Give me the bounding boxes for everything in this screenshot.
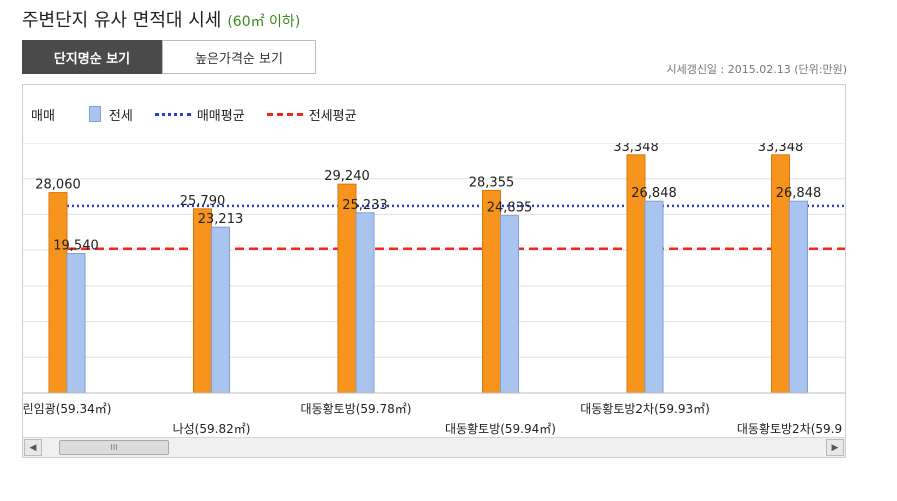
sale-value-label: 28,355	[469, 175, 515, 190]
category-label: 나성(59.82㎡)	[173, 422, 251, 436]
sale-value-label: 33,348	[613, 143, 659, 155]
category-label: 대동황토방2차(59.9	[737, 422, 842, 436]
scrollbar-thumb[interactable]: III	[59, 440, 169, 455]
scroll-left-icon[interactable]: ◀	[24, 439, 42, 456]
tab-sort-by-price[interactable]: 높은가격순 보기	[162, 40, 316, 74]
jeonse-bar	[789, 200, 808, 394]
scroll-right-icon[interactable]: ▶	[826, 439, 844, 456]
sale-value-label: 25,790	[180, 194, 226, 209]
sale-value-label: 29,240	[324, 169, 370, 184]
sale-bar	[193, 208, 212, 394]
legend-sale-average-label: 매매평균	[196, 108, 245, 124]
dashed-line-icon	[266, 112, 303, 116]
legend-item-sale-average: 매매평균	[154, 105, 245, 124]
title-subtitle: (60㎡ 이하)	[227, 14, 301, 30]
legend-item-jeonse-average: 전세평균	[266, 105, 357, 124]
chart-panel: 매매 전세 매매평균 전세평균 28,060 19,540 린임광(59.34㎡) 2…	[22, 84, 846, 458]
legend-item-jeonse: 전세	[88, 105, 133, 124]
page-title: 주변단지 유사 면적대 시세 (60㎡ 이하)	[22, 6, 300, 32]
category-label: 대동황토방(59.94㎡)	[445, 422, 556, 436]
legend-jeonse-label: 전세	[108, 108, 133, 124]
sale-bar	[337, 183, 357, 394]
sale-bar	[482, 189, 501, 394]
jeonse-value-label: 19,540	[53, 238, 99, 253]
title-text: 주변단지 유사 면적대 시세	[22, 10, 222, 31]
horizontal-scrollbar[interactable]: ◀ III ▶	[23, 437, 845, 457]
category-label: 대동황토방2차(59.93㎡)	[580, 402, 710, 416]
chart-legend: 매매 전세 매매평균 전세평균	[23, 85, 845, 143]
price-update-info: 시세갱신일 : 2015.02.13 (단위:만원)	[666, 63, 847, 76]
jeonse-value-label: 23,213	[198, 212, 244, 227]
jeonse-bar	[355, 212, 375, 394]
jeonse-value-label: 24,835	[487, 201, 533, 216]
sale-value-label: 33,348	[758, 143, 804, 155]
jeonse-value-label: 26,848	[776, 186, 822, 201]
jeonse-bar	[211, 226, 230, 394]
category-label: 린임광(59.34㎡)	[23, 402, 111, 416]
jeonse-value-label: 25,233	[342, 198, 388, 213]
legend-jeonse-average-label: 전세평균	[308, 108, 357, 124]
jeonse-bar	[500, 215, 519, 394]
sale-value-label: 28,060	[35, 178, 81, 193]
tab-sort-by-name[interactable]: 단지명순 보기	[22, 40, 162, 74]
dotted-line-icon	[154, 112, 191, 116]
category-label: 대동황토방(59.78㎡)	[301, 402, 412, 416]
legend-item-sale: 매매	[31, 105, 55, 124]
legend-sale-label: 매매	[31, 108, 55, 124]
jeonse-swatch-icon	[88, 106, 101, 122]
jeonse-bar	[644, 200, 664, 394]
bar-chart: 28,060 19,540 린임광(59.34㎡) 25,790 23,213 나성(59…	[23, 143, 845, 436]
jeonse-value-label: 26,848	[631, 186, 677, 201]
jeonse-bar	[66, 252, 86, 394]
sale-bar	[48, 192, 68, 394]
